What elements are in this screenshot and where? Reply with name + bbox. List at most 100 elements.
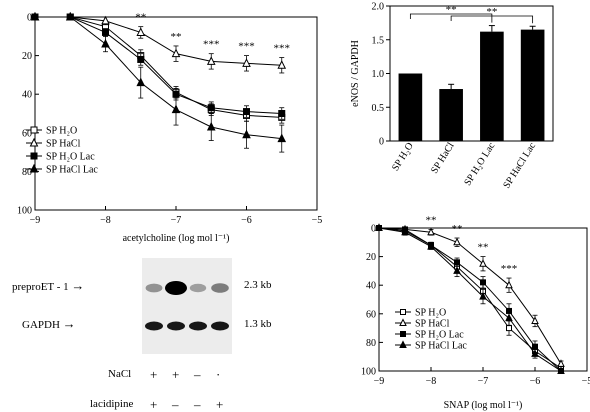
significance-label: ** [135, 12, 146, 24]
y-tick-label: 1.0 [372, 69, 385, 80]
data-point [242, 58, 251, 67]
series-line [378, 227, 562, 372]
condition-label-lacidipine: lacidipine [90, 398, 134, 410]
data-point [137, 55, 145, 63]
x-axis-label: acetylcholine (log mol l⁻¹) [123, 233, 230, 244]
data-point [101, 15, 110, 25]
data-point [427, 227, 435, 236]
data-point [557, 359, 565, 367]
data-point [531, 349, 539, 357]
legend-label: SP H₂O [415, 308, 446, 319]
condition-sign: – [194, 397, 201, 412]
legend-marker [30, 152, 38, 160]
data-point [505, 280, 513, 289]
data-point [427, 241, 435, 250]
series-line [35, 16, 282, 118]
data-point [480, 279, 486, 286]
data-point [506, 325, 512, 332]
data-point [171, 48, 181, 58]
x-tick-label: −6 [530, 376, 541, 387]
data-point [453, 237, 461, 246]
significance-label: ** [446, 4, 457, 16]
x-axis-label: SNAP (log mol l⁻¹) [444, 400, 523, 411]
bar [520, 29, 545, 141]
data-point [136, 27, 146, 36]
condition-sign: – [194, 367, 201, 382]
legend-marker [400, 309, 406, 315]
series-line [378, 227, 562, 365]
blot-size-preproet1: 2.3 kb [244, 279, 272, 291]
blot-band [165, 281, 187, 295]
y-tick-label: 0 [27, 13, 32, 24]
significance-label: *** [203, 39, 220, 51]
data-point [375, 223, 383, 231]
blot-band [145, 283, 163, 293]
significance-label: ** [171, 31, 182, 43]
significance-label: ** [478, 242, 489, 254]
y-tick-label: 0.5 [372, 103, 385, 114]
data-point [136, 77, 146, 87]
bar [480, 31, 504, 141]
data-point [531, 316, 539, 324]
data-point [207, 104, 215, 112]
category-label: SP H₂O Lac [462, 140, 497, 188]
significance-bracket [409, 13, 493, 23]
category-label: SP HaCl [429, 141, 457, 176]
y-tick-label: 80 [22, 167, 32, 178]
condition-sign: + [150, 367, 158, 382]
series-line [378, 227, 562, 372]
y-tick-label: 80 [366, 338, 376, 349]
significance-bracket [450, 15, 534, 24]
data-point [532, 343, 538, 350]
condition-sign: · [216, 367, 221, 382]
data-point [505, 313, 513, 322]
legend-marker [29, 137, 39, 147]
blot-band [211, 283, 229, 293]
data-point [401, 227, 409, 236]
y-tick-label: 40 [366, 281, 376, 292]
blot-band-label-gapdh: GAPDH → [22, 316, 76, 331]
legend-label: SP HaCl Lac [415, 341, 467, 352]
bar [398, 73, 423, 141]
y-tick-label: 40 [22, 90, 32, 101]
y-tick-label: 60 [366, 309, 376, 320]
series-line [35, 16, 282, 114]
y-tick-label: 100 [17, 206, 32, 217]
legend-label: SP H₂O Lac [46, 152, 95, 163]
data-point [277, 60, 287, 69]
data-point [101, 38, 110, 48]
snap-chart: −9 −8 −7 −6 −5 0 20 40 60 80 100 SNAP (log mol l⁻¹)… [361, 214, 590, 411]
y-tick-label: 20 [366, 252, 376, 263]
legend-label: SP HaCl [415, 319, 450, 330]
x-tick-label: −6 [241, 215, 252, 226]
data-point [278, 110, 286, 117]
y-tick-label: 20 [22, 51, 32, 62]
y-tick-label: 1.5 [372, 35, 385, 46]
y-tick-label: 2.0 [372, 2, 385, 13]
x-tick-label: −7 [171, 215, 182, 226]
data-point [557, 366, 565, 374]
significance-label: ** [452, 223, 463, 235]
legend-marker [30, 126, 38, 134]
blot-band [189, 283, 207, 293]
x-tick-label: −7 [478, 376, 489, 387]
blot-band [167, 321, 185, 331]
blot-band [189, 321, 207, 331]
y-tick-label: 100 [361, 367, 376, 378]
blot-background [142, 258, 232, 354]
x-tick-label: −5 [582, 376, 590, 387]
data-point [102, 28, 109, 36]
condition-sign: – [172, 397, 179, 412]
x-tick-label: −9 [30, 215, 41, 226]
series-line [35, 16, 282, 66]
category-label: SP HaCl Lac [501, 140, 538, 190]
data-point [206, 121, 216, 131]
acetylcholine-chart: −9 −8 −7 −6 −5 0 20 40 60 80 100 acetylcholine (log… [17, 12, 322, 244]
legend-label: SP H₂O Lac [415, 330, 464, 341]
data-point [277, 133, 287, 143]
legend-marker [29, 163, 39, 173]
condition-label-nacl: NaCl [108, 368, 132, 380]
data-point [453, 266, 461, 274]
